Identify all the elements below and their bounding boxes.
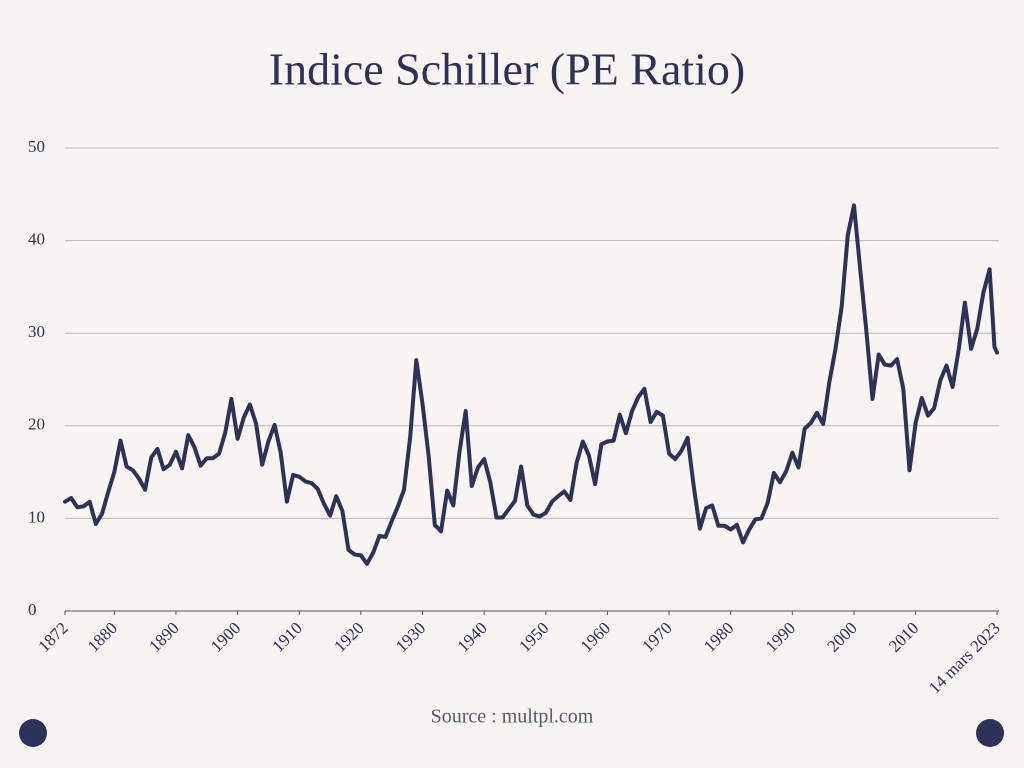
y-tick-label: 30	[28, 322, 45, 341]
x-tick-label: 1910	[269, 618, 306, 655]
x-tick-label: 1920	[330, 618, 367, 655]
y-tick-label: 10	[28, 507, 45, 526]
x-tick-label: 1872	[34, 618, 71, 655]
y-tick-label: 50	[28, 137, 45, 156]
x-tick-label: 1970	[638, 618, 675, 655]
x-tick-label: 14 mars 2023	[925, 618, 1004, 697]
x-tick-label: 1990	[762, 618, 799, 655]
x-tick-label: 1980	[700, 618, 737, 655]
data-line	[63, 203, 999, 566]
decor-dot	[19, 719, 47, 747]
source: Source : multpl.com	[431, 706, 594, 728]
decor-dot	[976, 719, 1004, 747]
x-tick-label: 1960	[577, 618, 614, 655]
x-tick-label: 1900	[207, 618, 244, 655]
chart-title: Indice Schiller (PE Ratio)	[269, 44, 746, 95]
x-tick-label: 1930	[392, 618, 429, 655]
x-tick-label: 1950	[515, 618, 552, 655]
x-tick-label: 1940	[454, 618, 491, 655]
x-tick-label: 1880	[84, 618, 121, 655]
x-tick-label: 1890	[145, 618, 182, 655]
y-tick-label: 0	[28, 600, 37, 619]
y-tick-label: 20	[28, 415, 45, 434]
plot-area: 0 10 20 30 40 50 1872 1880 1890 1900 1910 1920 1930 1…	[28, 137, 1004, 697]
x-tick-label: 2000	[823, 618, 860, 655]
x-tick-label: 2010	[885, 618, 922, 655]
y-tick-label: 40	[28, 230, 45, 249]
